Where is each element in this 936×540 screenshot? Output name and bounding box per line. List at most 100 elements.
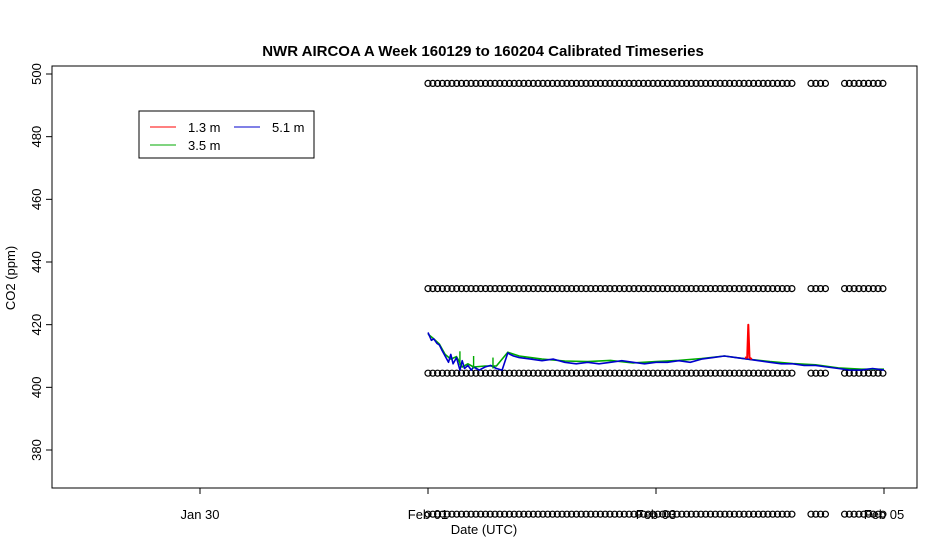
calibration-marker [807,285,815,293]
y-tick-label: 380 [29,439,44,461]
calibration-marker [812,79,820,88]
calibration-marker [778,369,786,377]
calibration-marker [649,79,657,88]
calibration-marker [687,369,695,377]
calibration-marker [448,79,456,88]
plot-frame [51,65,918,489]
series-line-1-3-m [744,323,753,360]
calibration-marker [807,510,815,518]
calibration-marker [706,79,715,88]
calibration-marker [477,285,485,293]
calibration-marker [697,79,705,88]
calibration-marker [702,369,710,377]
calibration-marker [510,79,518,88]
calibration-marker [845,285,853,293]
calibration-marker [673,369,681,377]
calibration-marker [658,369,667,377]
calibration-marker [443,285,451,293]
calibration-marker [788,285,796,293]
calibration-marker [582,369,590,377]
calibration-marker [721,285,729,293]
calibration-marker [668,79,676,88]
calibration-marker [855,79,863,88]
calibration-marker [481,285,490,293]
calibration-marker [544,510,552,518]
calibration-marker [630,369,638,377]
calibration-marker [812,369,820,377]
calibration-marker [682,369,691,377]
calibration-marker [515,285,523,293]
calibration-marker [687,79,695,88]
calibration-marker [658,79,667,88]
calibration-marker [572,510,581,518]
calibration-marker [869,79,877,88]
calibration-marker [735,369,743,377]
calibration-marker [730,285,739,293]
calibration-marker [816,510,825,518]
calibration-marker [481,510,490,518]
calibration-marker [658,510,667,518]
calibration-marker [630,79,638,88]
calibration-marker [510,285,518,293]
calibration-marker [563,285,571,293]
calibration-marker [567,510,576,518]
calibration-marker [745,369,753,377]
calibration-marker [706,369,715,377]
calibration-marker [529,369,537,377]
calibration-marker [716,369,724,377]
calibration-marker [749,510,758,518]
calibration-marker [587,285,595,293]
calibration-marker [821,510,830,518]
calibration-marker [496,510,504,518]
calibration-marker [721,510,729,518]
calibration-marker [443,510,451,518]
calibration-marker [840,79,849,88]
calibration-marker [515,369,523,377]
calibration-marker [505,510,513,518]
calibration-marker [563,79,571,88]
calibration-marker [850,510,858,518]
calibration-marker [472,510,480,518]
calibration-marker [572,369,581,377]
calibration-marker [424,285,432,293]
calibration-marker [548,510,557,518]
calibration-marker [735,79,743,88]
calibration-marker [548,369,557,377]
calibration-marker [764,285,772,293]
calibration-marker [567,79,576,88]
calibration-marker [591,79,600,88]
calibration-marker [654,510,662,518]
x-axis-label: Date (UTC) [451,522,517,537]
calibration-marker [702,285,710,293]
calibration-marker [577,79,585,88]
calibration-marker [788,510,796,518]
calibration-marker [864,510,873,518]
calibration-marker [534,510,542,518]
calibration-marker [716,510,724,518]
calibration-marker [678,510,686,518]
calibration-marker [467,510,475,518]
calibration-marker [601,285,609,293]
calibration-marker [486,79,494,88]
calibration-marker [572,79,581,88]
calibration-marker [529,79,537,88]
calibration-marker [745,79,753,88]
calibration-marker [754,510,763,518]
calibration-marker [687,285,695,293]
calibration-marker [606,285,614,293]
calibration-marker [778,285,786,293]
calibration-marker [773,79,782,88]
calibration-marker [491,285,499,293]
calibration-marker [663,285,672,293]
calibration-marker [457,285,466,293]
y-tick-label: 460 [29,188,44,210]
calibration-marker [716,79,724,88]
calibration-marker [587,369,595,377]
calibration-marker [663,79,672,88]
calibration-marker [773,369,782,377]
calibration-marker [788,369,796,377]
calibration-marker [577,510,585,518]
calibration-marker [644,510,652,518]
calibration-marker [754,285,763,293]
calibration-marker [668,285,676,293]
